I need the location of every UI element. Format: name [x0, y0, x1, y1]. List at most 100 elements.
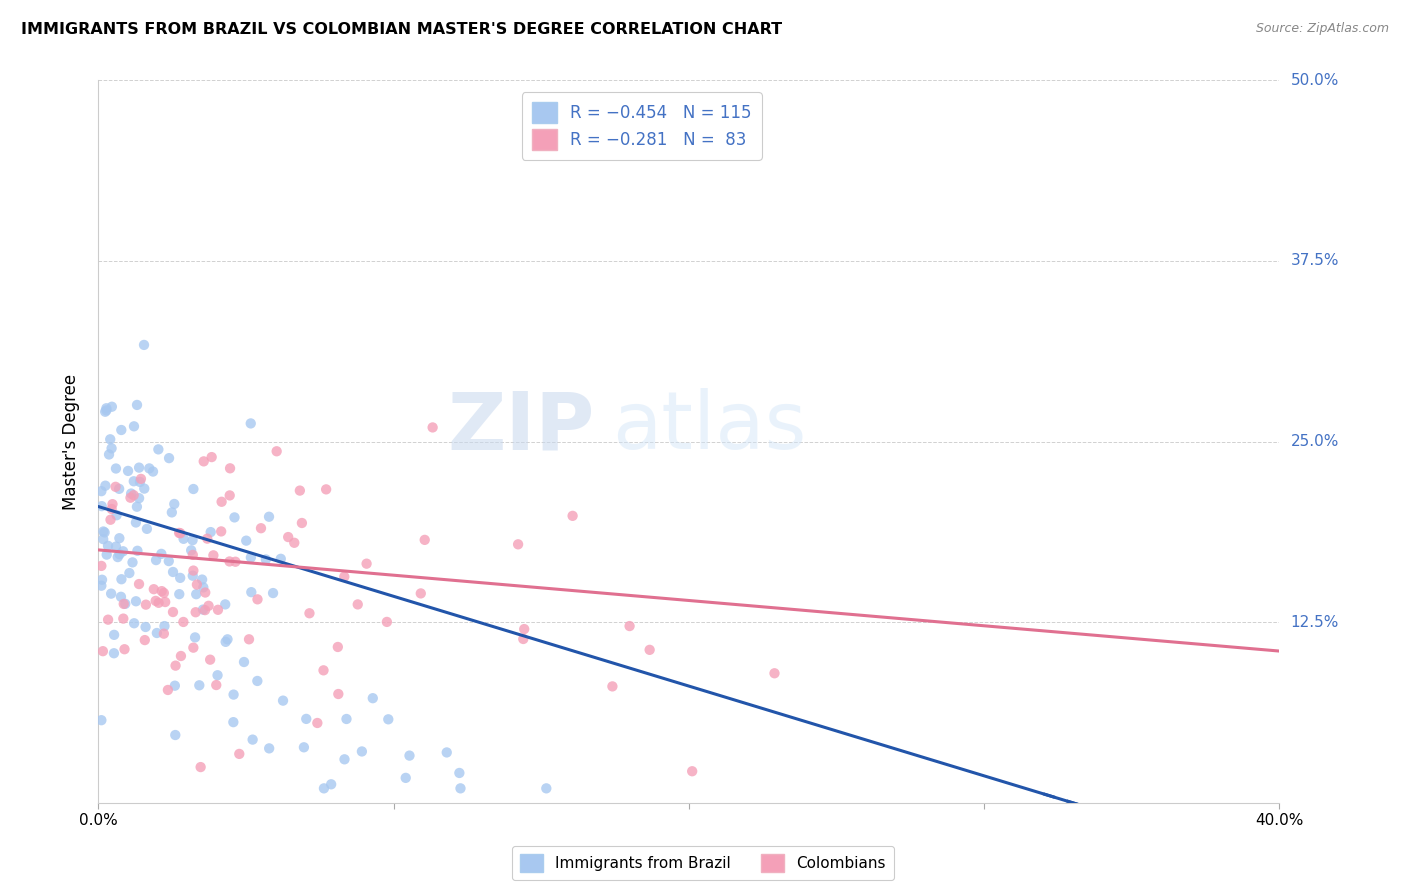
- Point: [93, 525, 115, 540]
- Point: [188, 678, 211, 692]
- Text: 12.5%: 12.5%: [1291, 615, 1339, 630]
- Point: [312, 663, 335, 677]
- Point: [307, 716, 329, 731]
- Point: [129, 475, 152, 489]
- Point: [138, 461, 160, 475]
- Point: [114, 642, 136, 657]
- Point: [222, 715, 245, 730]
- Point: [283, 536, 305, 550]
- Point: [128, 460, 150, 475]
- Point: [153, 586, 176, 600]
- Point: [91, 532, 114, 546]
- Point: [198, 653, 221, 667]
- Point: [257, 741, 280, 756]
- Point: [277, 530, 299, 544]
- Point: [108, 482, 131, 496]
- Point: [239, 417, 262, 431]
- Point: [218, 554, 240, 568]
- Point: [270, 551, 292, 566]
- Point: [619, 619, 641, 633]
- Point: [271, 693, 294, 707]
- Point: [165, 658, 187, 673]
- Point: [127, 543, 149, 558]
- Point: [350, 744, 373, 758]
- Point: [173, 532, 195, 546]
- Point: [100, 502, 122, 516]
- Point: [117, 464, 139, 478]
- Point: [120, 491, 142, 505]
- Point: [395, 771, 418, 785]
- Point: [122, 488, 145, 502]
- Point: [104, 480, 127, 494]
- Point: [291, 516, 314, 530]
- Point: [295, 712, 318, 726]
- Point: [422, 420, 444, 434]
- Text: ZIP: ZIP: [447, 388, 595, 467]
- Point: [254, 552, 277, 566]
- Point: [165, 728, 187, 742]
- Point: [180, 543, 202, 558]
- Point: [194, 585, 217, 599]
- Point: [356, 557, 378, 571]
- Point: [114, 597, 136, 611]
- Point: [129, 472, 152, 486]
- Point: [125, 516, 148, 530]
- Point: [110, 572, 132, 586]
- Point: [413, 533, 436, 547]
- Point: [103, 646, 125, 660]
- Point: [167, 525, 190, 540]
- Point: [110, 590, 132, 604]
- Point: [153, 619, 176, 633]
- Point: [194, 603, 217, 617]
- Point: [132, 338, 155, 352]
- Point: [218, 488, 240, 502]
- Point: [122, 419, 145, 434]
- Point: [222, 688, 245, 702]
- Point: [602, 680, 624, 694]
- Legend: R = −0.454   N = 115, R = −0.281   N =  83: R = −0.454 N = 115, R = −0.281 N = 83: [522, 92, 762, 160]
- Point: [292, 740, 315, 755]
- Point: [112, 597, 135, 611]
- Point: [162, 565, 184, 579]
- Point: [145, 553, 167, 567]
- Point: [183, 482, 205, 496]
- Point: [157, 554, 180, 568]
- Point: [513, 622, 536, 636]
- Point: [150, 547, 173, 561]
- Point: [224, 510, 246, 524]
- Point: [205, 678, 228, 692]
- Point: [211, 495, 233, 509]
- Point: [536, 781, 558, 796]
- Point: [134, 633, 156, 648]
- Point: [375, 615, 398, 629]
- Point: [98, 432, 121, 446]
- Point: [449, 766, 471, 780]
- Point: [169, 587, 191, 601]
- Point: [238, 632, 260, 647]
- Point: [163, 497, 186, 511]
- Point: [335, 712, 357, 726]
- Point: [207, 603, 229, 617]
- Point: [246, 592, 269, 607]
- Point: [172, 615, 194, 629]
- Point: [250, 521, 273, 535]
- Point: [506, 537, 529, 551]
- Point: [235, 533, 257, 548]
- Point: [346, 598, 368, 612]
- Point: [107, 550, 129, 565]
- Point: [90, 713, 112, 727]
- Point: [197, 599, 219, 613]
- Point: [94, 478, 117, 492]
- Point: [100, 587, 122, 601]
- Point: [190, 760, 212, 774]
- Point: [125, 500, 148, 514]
- Point: [257, 509, 280, 524]
- Point: [512, 632, 534, 646]
- Point: [150, 584, 173, 599]
- Point: [135, 620, 157, 634]
- Point: [321, 777, 343, 791]
- Point: [193, 454, 215, 468]
- Point: [233, 655, 256, 669]
- Point: [98, 448, 121, 462]
- Point: [118, 566, 141, 580]
